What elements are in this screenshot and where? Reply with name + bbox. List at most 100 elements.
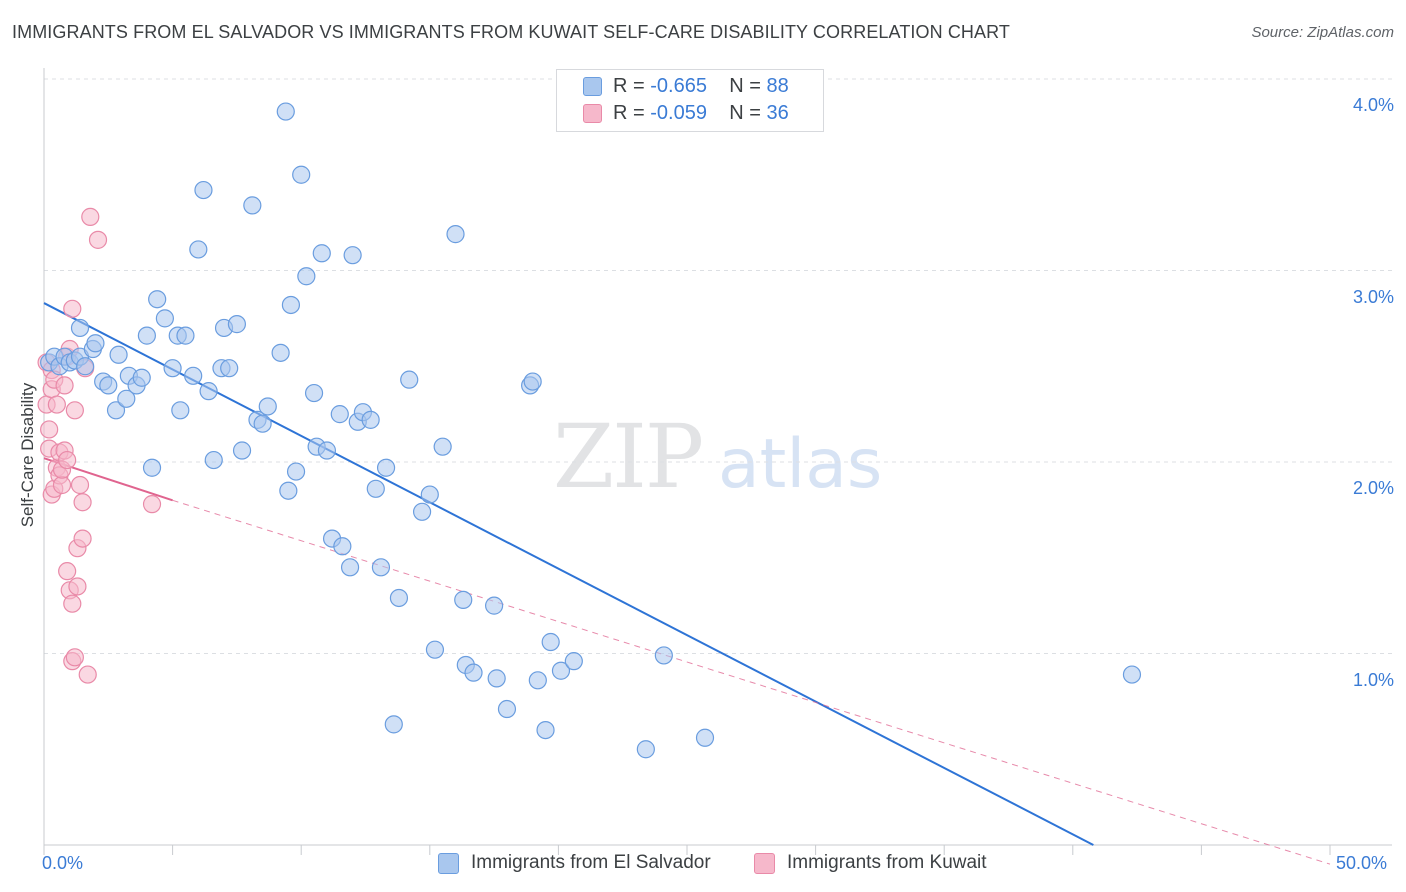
data-point-kuwait [63,594,82,613]
data-point-kuwait [58,562,77,581]
data-point-el-salvador [109,345,128,364]
legend-swatch-pink [583,104,602,123]
data-point-el-salvador [551,661,571,680]
data-point-el-salvador [433,437,452,456]
data-point-el-salvador [312,244,331,263]
data-point-el-salvador [292,165,311,184]
data-point-el-salvador [654,646,673,665]
data-point-kuwait [78,665,97,684]
data-point-el-salvador [366,479,385,498]
source-credit: Source: ZipAtlas.com [1251,24,1394,41]
data-point-el-salvador [317,441,337,460]
legend-r-value: -0.665 [650,75,707,97]
data-point-kuwait [55,376,74,395]
data-point-el-salvador [184,366,203,385]
data-point-kuwait [58,450,77,470]
data-point-el-salvador [343,246,362,265]
data-point-el-salvador [99,376,118,395]
legend-n-value: 88 [766,75,789,97]
data-point-el-salvador [232,441,252,460]
data-point-el-salvador [258,397,277,416]
data-point-el-salvador [389,588,409,608]
legend-r-label: R = [613,102,651,124]
legend-r-label: R = [613,75,651,97]
legend-n-label: N = [729,75,767,97]
data-point-el-salvador [361,410,380,429]
data-point-el-salvador [86,334,105,353]
legend-n-value: 36 [766,102,789,124]
data-point-kuwait [68,577,87,596]
x-tick-label-max: 50.0% [1336,853,1388,873]
data-point-el-salvador [199,382,218,401]
legend-swatch-pink [754,853,775,874]
data-point-el-salvador [276,102,295,121]
data-point-el-salvador [220,359,239,378]
data-point-el-salvador [70,318,90,338]
watermark-zip: ZIP [553,405,704,508]
data-point-kuwait [88,230,108,249]
data-point-el-salvador [155,309,174,328]
legend-r-value: -0.059 [650,102,707,124]
data-point-kuwait [47,395,66,414]
data-point-el-salvador [189,240,208,259]
data-point-kuwait [52,475,72,495]
data-point-el-salvador [420,485,439,504]
data-point-el-salvador [528,671,547,690]
data-point-el-salvador [297,267,316,286]
data-point-kuwait [65,401,84,420]
chart-title: IMMIGRANTS FROM EL SALVADOR VS IMMIGRANT… [12,22,1010,42]
data-point-el-salvador [497,699,517,719]
data-point-kuwait [65,648,84,667]
data-point-kuwait [40,420,59,439]
data-point-el-salvador [243,196,262,215]
data-point-el-salvador [636,740,655,759]
x-tick-label-min: 0.0% [42,853,84,873]
y-tick-label-2: 2.0% [1352,478,1394,498]
trend-line-el-salvador [43,302,1094,846]
data-point-kuwait [73,529,92,548]
data-point-el-salvador [204,450,223,470]
data-point-el-salvador [1122,665,1142,684]
trend-line-kuwait-dashed [172,499,1331,865]
data-point-el-salvador [171,401,190,420]
legend-label-el-salvador: Immigrants from El Salvador [471,852,711,873]
data-point-el-salvador [279,481,298,500]
data-point-el-salvador [371,558,391,577]
data-point-el-salvador [425,640,445,659]
data-point-el-salvador [176,326,195,345]
correlation-legend: R = -0.665 N = 88 R = -0.059 N = 36 [556,69,824,132]
data-point-el-salvador [412,502,432,521]
legend-n-label: N = [729,102,767,124]
data-point-el-salvador [271,343,290,362]
data-point-el-salvador [304,383,324,403]
data-point-el-salvador [464,663,483,682]
data-point-el-salvador [117,389,136,408]
data-point-kuwait [73,493,92,512]
data-point-el-salvador [695,728,715,747]
data-point-kuwait [81,207,100,226]
data-point-el-salvador [142,458,162,477]
data-point-kuwait [70,475,90,495]
data-point-el-salvador [106,401,126,420]
y-tick-label-4: 4.0% [1352,95,1394,115]
legend-row-el-salvador: R = -0.665 N = 88 [557,74,823,100]
legend-swatch-blue [583,77,602,96]
data-point-el-salvador [541,632,560,652]
data-point-el-salvador [536,720,555,740]
legend-row-kuwait: R = -0.059 N = 36 [557,101,823,127]
watermark-atlas: atlas [718,425,883,504]
data-point-el-salvador [376,458,396,477]
data-point-el-salvador [194,180,213,200]
legend-label-kuwait: Immigrants from Kuwait [787,852,987,873]
data-point-el-salvador [330,405,349,424]
data-point-el-salvador [76,357,95,376]
y-axis-label: Self-Care Disability [18,382,37,528]
data-point-el-salvador [286,462,306,481]
y-tick-label-1: 1.0% [1352,669,1394,690]
data-point-el-salvador [454,590,473,609]
data-point-kuwait [142,495,162,514]
data-point-el-salvador [132,368,151,387]
data-point-el-salvador [148,290,167,309]
data-point-el-salvador [163,359,182,378]
